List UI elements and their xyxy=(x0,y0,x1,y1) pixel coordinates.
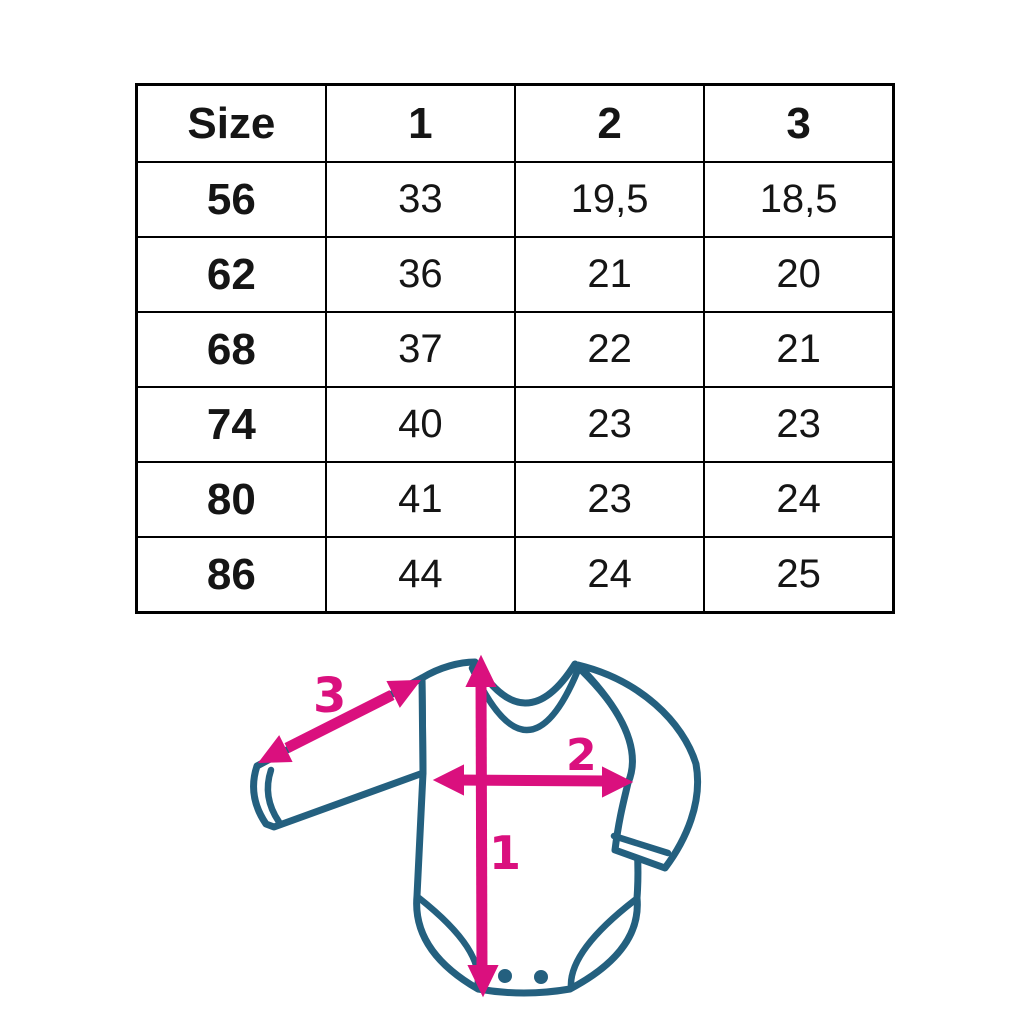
arrow-label-2: 2 xyxy=(566,730,597,781)
col-header-3: 3 xyxy=(703,83,895,163)
size-cell: 74 xyxy=(135,386,327,463)
value-cell: 20 xyxy=(703,236,895,313)
table-row: 86 44 24 25 xyxy=(135,536,895,614)
size-cell: 62 xyxy=(135,236,327,313)
value-cell: 22 xyxy=(513,311,706,388)
value-cell: 19,5 xyxy=(513,161,706,238)
col-header-size: Size xyxy=(135,83,327,163)
value-cell: 23 xyxy=(513,461,706,538)
value-cell: 36 xyxy=(324,236,517,313)
table-row: 56 33 19,5 18,5 xyxy=(135,161,895,238)
size-cell: 56 xyxy=(135,161,327,238)
table-row: 74 40 23 23 xyxy=(135,386,895,463)
value-cell: 23 xyxy=(703,386,895,463)
length-arrow xyxy=(465,654,499,998)
size-cell: 86 xyxy=(135,536,327,614)
value-cell: 41 xyxy=(324,461,517,538)
value-cell: 24 xyxy=(513,536,706,614)
col-header-1: 1 xyxy=(324,83,517,163)
value-cell: 40 xyxy=(324,386,517,463)
value-cell: 23 xyxy=(513,386,706,463)
table-row: 68 37 22 21 xyxy=(135,311,895,388)
size-table: Size 1 2 3 56 33 19,5 18,5 62 36 21 20 6… xyxy=(135,83,895,614)
size-cell: 68 xyxy=(135,311,327,388)
snap-button-right xyxy=(534,970,548,984)
table-row: 80 41 23 24 xyxy=(135,461,895,538)
value-cell: 25 xyxy=(703,536,895,614)
right-leg-binding-seam xyxy=(567,896,639,991)
value-cell: 21 xyxy=(703,311,895,388)
left-sleeve xyxy=(250,674,427,831)
value-cell: 21 xyxy=(513,236,706,313)
value-cell: 44 xyxy=(324,536,517,614)
col-header-2: 2 xyxy=(513,83,706,163)
snap-button-left xyxy=(498,969,512,983)
bodysuit-body-outline xyxy=(413,658,642,997)
table-row: 62 36 21 20 xyxy=(135,236,895,313)
value-cell: 37 xyxy=(324,311,517,388)
value-cell: 24 xyxy=(703,461,895,538)
arrow-label-3: 3 xyxy=(313,668,346,724)
value-cell: 33 xyxy=(324,161,517,238)
sleeve-arrow xyxy=(257,679,422,764)
arrow-label-1: 1 xyxy=(489,826,521,880)
size-cell: 80 xyxy=(135,461,327,538)
value-cell: 18,5 xyxy=(703,161,895,238)
chest-arrow xyxy=(432,764,634,798)
right-cuff-band xyxy=(610,832,672,857)
table-header-row: Size 1 2 3 xyxy=(135,83,895,163)
right-sleeve xyxy=(574,661,702,872)
left-cuff-band xyxy=(264,766,283,826)
